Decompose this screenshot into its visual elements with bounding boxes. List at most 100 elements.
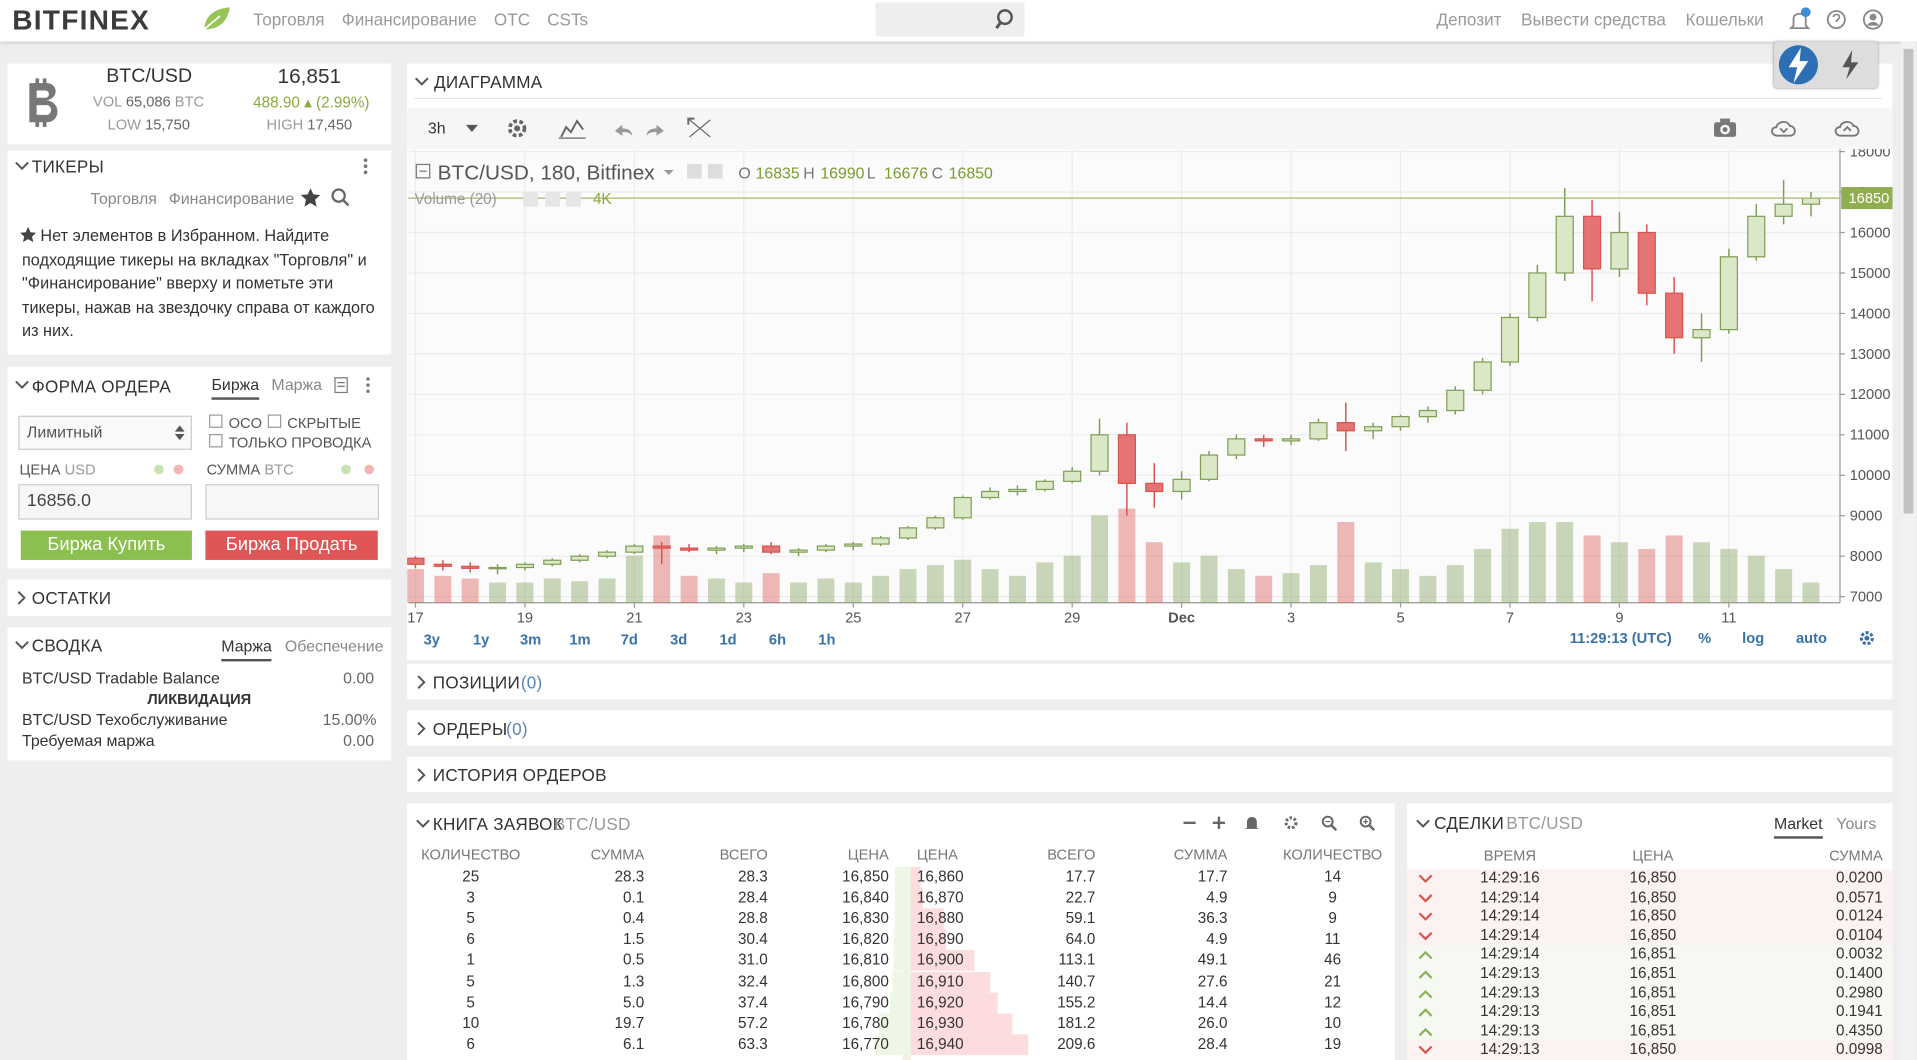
chart-clock: 11:29:13 (UTC) — [1569, 629, 1672, 647]
amount-label: СУММА BTC — [207, 461, 294, 478]
nav-link[interactable]: CSTs — [547, 9, 589, 30]
sell-button[interactable]: Биржа Продать — [205, 530, 378, 560]
option-label[interactable]: OCO — [228, 414, 263, 432]
tab[interactable]: Маржа — [221, 637, 272, 662]
checkboxes[interactable] — [209, 414, 282, 451]
value: 488.90 — [253, 94, 300, 112]
x-tick-label: 25 — [845, 610, 861, 626]
trade-cell: 0.0200 — [1836, 869, 1883, 887]
scale-option[interactable]: % — [1698, 629, 1712, 647]
range-button[interactable]: 1y — [473, 630, 490, 648]
tab[interactable]: Обеспечение — [284, 636, 384, 656]
bid-depth — [893, 929, 911, 951]
option-label[interactable]: ТОЛЬКО ПРОВОДКА — [228, 434, 372, 452]
collapse-icon[interactable] — [414, 76, 429, 88]
range-button[interactable]: 1d — [719, 630, 737, 648]
x-tick-label: 11 — [1721, 610, 1736, 626]
nav-link[interactable]: OTC — [493, 9, 531, 30]
price-input[interactable]: 16856.0 — [18, 484, 192, 520]
trade-cell: 16,851 — [1629, 1021, 1677, 1039]
ask-cell: 36.3 — [1197, 909, 1228, 927]
book-tools[interactable] — [1180, 813, 1388, 833]
book-header: КОЛИЧЕСТВО СУММА ВСЕГО ЦЕНА ЦЕНА ВСЕГО СУММА КО… — [407, 845, 1395, 866]
trade-row: 14:29:14 16,851 0.0032 — [1407, 945, 1893, 965]
scrollbar-thumb[interactable] — [1903, 48, 1914, 514]
collapse-icon[interactable] — [15, 639, 30, 651]
tab-icons[interactable] — [300, 187, 362, 209]
toolbar-icons[interactable] — [502, 115, 722, 142]
orders-panel[interactable]: ОРДЕРЫ (0) — [407, 710, 1893, 746]
trade-cell: 16,851 — [1629, 1002, 1677, 1020]
interval-select[interactable]: 3h — [427, 118, 446, 137]
scrollbar[interactable] — [1901, 41, 1916, 1060]
legend-dropdown — [663, 169, 674, 175]
range-button[interactable]: 3d — [670, 630, 688, 648]
tab[interactable]: Yours — [1836, 814, 1877, 833]
candle-body — [625, 545, 644, 553]
nav-link[interactable]: Кошельки — [1685, 9, 1764, 30]
collapse-icon[interactable] — [15, 160, 30, 172]
status-dots — [154, 464, 375, 475]
y-tick-label: 10000 — [1850, 468, 1891, 484]
toolbar-right-icons[interactable] — [1709, 115, 1880, 142]
buy-button[interactable]: Биржа Купить — [20, 530, 192, 560]
panel-count: (0) — [520, 672, 543, 692]
range-button[interactable]: 3m — [519, 630, 542, 648]
ask-cell: 46 — [1324, 951, 1342, 969]
collapse-icon[interactable] — [416, 818, 431, 830]
order-type-select[interactable]: Лимитный — [18, 415, 192, 450]
trade-cell: 16,850 — [1629, 1040, 1677, 1059]
amount-input[interactable] — [205, 484, 379, 520]
bid-depth — [889, 992, 911, 1014]
y-tick-label: 13000 — [1850, 347, 1891, 363]
range-button[interactable]: 3y — [423, 630, 440, 648]
tab[interactable]: Биржа — [211, 375, 260, 400]
main-nav: Торговля Финансирование OTC CSTs — [253, 10, 588, 30]
chart-settings[interactable] — [1858, 630, 1875, 647]
y-tick-label: 18000 — [1850, 149, 1891, 160]
price-chart[interactable]: 7000 8000 9000 10000 11000 12000 13000 14000 150… — [407, 149, 1893, 626]
ask-cell: 4.9 — [1206, 888, 1228, 907]
nav-link[interactable]: Депозит — [1436, 9, 1502, 30]
collapse-icon[interactable] — [15, 379, 30, 391]
nav-link[interactable]: Торговля — [253, 9, 325, 30]
volume-title: Volume (20) — [414, 191, 496, 208]
nav-link[interactable]: Вывести средства — [1521, 9, 1666, 30]
ask-cell: 16,890 — [916, 930, 964, 948]
range-button[interactable]: 1h — [818, 630, 836, 648]
candle-body — [1309, 422, 1328, 440]
order-form-panel: ФОРМА ОРДЕРА Биржа Маржа Лимитный OCO СК… — [7, 366, 392, 569]
balances-panel[interactable]: ОСТАТКИ — [7, 579, 392, 617]
label: HIGH — [266, 116, 304, 134]
menu-icon[interactable] — [362, 156, 369, 176]
order-history-panel[interactable]: ИСТОРИЯ ОРДЕРОВ — [407, 756, 1893, 793]
nav-link[interactable]: Финансирование — [341, 9, 477, 30]
app-badge[interactable] — [1773, 41, 1878, 89]
positions-panel[interactable]: ПОЗИЦИИ (0) — [407, 663, 1893, 700]
option-label[interactable]: СКРЫТЫЕ — [287, 414, 361, 432]
x-tick-label: 3 — [1287, 610, 1295, 626]
tab[interactable]: Маржа — [271, 375, 322, 394]
header-icons[interactable] — [1787, 6, 1897, 33]
range-button[interactable]: 6h — [768, 630, 787, 648]
range-button[interactable]: 7d — [620, 630, 638, 648]
search-box[interactable] — [875, 2, 1025, 37]
column-header: ЦЕНА — [1632, 847, 1674, 865]
panel-title: ДИАГРАММА — [434, 72, 543, 92]
tab[interactable]: Market — [1773, 814, 1823, 839]
bid-cell: 0.5 — [623, 951, 645, 969]
ask-depth — [910, 992, 999, 1014]
volume-bar — [1583, 535, 1601, 603]
range-button[interactable]: 1m — [569, 630, 591, 648]
logo[interactable]: BITFINEX — [12, 3, 151, 36]
volume-bar — [817, 578, 835, 603]
tab[interactable]: Торговля — [90, 189, 157, 208]
ticker-pair: BTC/USD — [106, 66, 193, 87]
volume-bar — [1665, 535, 1683, 603]
tab[interactable]: Финансирование — [168, 189, 295, 208]
volume-bar — [1008, 575, 1026, 603]
scale-option[interactable]: log — [1742, 629, 1765, 647]
scale-option[interactable]: auto — [1795, 629, 1827, 647]
form-icons[interactable] — [334, 377, 376, 394]
collapse-icon[interactable] — [1416, 818, 1431, 830]
